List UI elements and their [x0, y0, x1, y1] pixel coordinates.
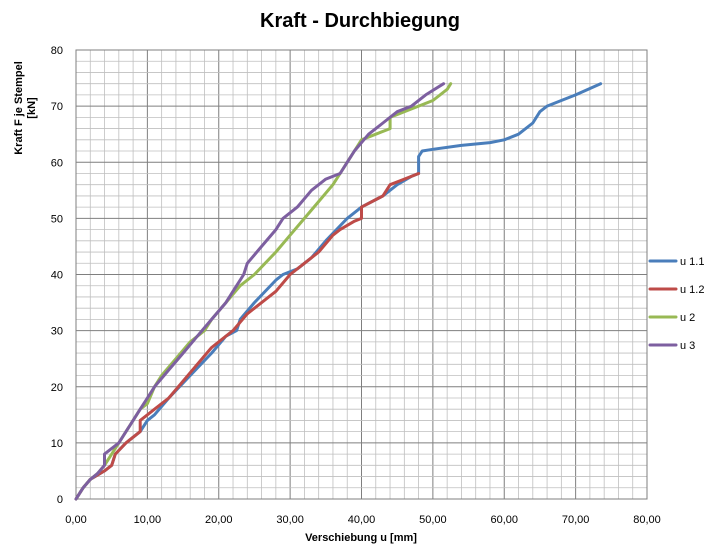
- y-tick-label: 50: [51, 213, 63, 225]
- y-tick-label: 70: [51, 101, 63, 113]
- plot-border: [75, 49, 648, 500]
- legend-label-u-3: u 3: [680, 340, 695, 352]
- y-tick-labels: 0 10 20 30 40 50 60 70 80: [51, 45, 63, 506]
- x-tick-label: 70,00: [562, 514, 590, 526]
- y-tick-label: 0: [57, 494, 63, 506]
- legend-label-u-1-2: u 1.2: [680, 284, 704, 296]
- y-tick-label: 40: [51, 270, 63, 282]
- x-tick-labels: 0,00 10,00 20,00 30,00 40,00 50,00 60,00 70,00 8…: [65, 514, 660, 526]
- x-tick-label: 80,00: [633, 514, 661, 526]
- y-tick-label: 60: [51, 157, 63, 169]
- x-tick-label: 0,00: [65, 514, 86, 526]
- x-tick-label: 20,00: [205, 514, 233, 526]
- x-tick-label: 10,00: [134, 514, 162, 526]
- legend: u 1.1 u 1.2 u 2 u 3: [648, 256, 704, 352]
- legend-label-u-2: u 2: [680, 312, 695, 324]
- y-tick-label: 10: [51, 438, 63, 450]
- series-layer: [74, 82, 603, 501]
- chart-title: Kraft - Durchbiegung: [260, 10, 460, 32]
- x-tick-label: 40,00: [348, 514, 376, 526]
- y-axis-label-line-2: [kN]: [26, 97, 38, 119]
- x-tick-label: 30,00: [276, 514, 304, 526]
- y-tick-label: 20: [51, 382, 63, 394]
- x-axis-label: Verschiebung u [mm]: [305, 532, 417, 544]
- y-tick-label: 80: [51, 45, 63, 57]
- y-tick-label: 30: [51, 326, 63, 338]
- x-tick-label: 60,00: [490, 514, 518, 526]
- y-axis-label-line-1: Kraft F je Stempel: [13, 61, 25, 155]
- x-tick-label: 50,00: [419, 514, 447, 526]
- series-line-u-1-2: [74, 172, 421, 501]
- y-axis-label: Kraft F je Stempel [kN]: [13, 61, 38, 155]
- series-line-u-3: [74, 82, 446, 501]
- plot-grid: [75, 49, 648, 500]
- legend-label-u-1-1: u 1.1: [680, 256, 704, 268]
